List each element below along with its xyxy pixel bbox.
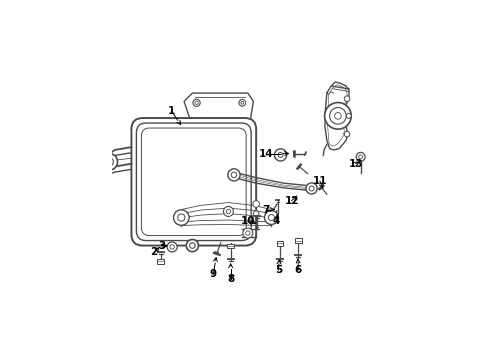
Text: 11: 11 bbox=[312, 176, 326, 186]
Circle shape bbox=[278, 152, 283, 157]
Circle shape bbox=[239, 99, 245, 106]
Circle shape bbox=[305, 183, 317, 194]
Circle shape bbox=[189, 243, 195, 248]
Bar bbox=[294, 238, 301, 243]
Circle shape bbox=[170, 245, 174, 249]
Text: 12: 12 bbox=[284, 195, 298, 206]
Circle shape bbox=[334, 112, 341, 119]
Circle shape bbox=[329, 108, 346, 124]
Circle shape bbox=[226, 209, 230, 214]
Circle shape bbox=[241, 102, 243, 104]
Text: 1: 1 bbox=[168, 106, 175, 116]
Bar bbox=[276, 241, 283, 246]
Text: 5: 5 bbox=[274, 265, 282, 275]
Circle shape bbox=[243, 228, 252, 238]
Text: 7: 7 bbox=[262, 204, 269, 215]
Circle shape bbox=[344, 131, 349, 137]
Circle shape bbox=[358, 155, 362, 159]
Text: 10: 10 bbox=[240, 216, 255, 226]
Circle shape bbox=[105, 158, 113, 166]
Bar bbox=[227, 244, 234, 248]
Text: 2: 2 bbox=[150, 247, 158, 257]
Text: 4: 4 bbox=[272, 216, 280, 226]
Circle shape bbox=[344, 96, 349, 102]
Circle shape bbox=[227, 169, 240, 181]
Circle shape bbox=[231, 172, 236, 177]
Text: 14: 14 bbox=[258, 149, 273, 158]
Circle shape bbox=[173, 210, 189, 225]
Circle shape bbox=[186, 239, 198, 252]
Circle shape bbox=[308, 186, 313, 191]
Circle shape bbox=[355, 152, 365, 161]
Text: 6: 6 bbox=[294, 265, 301, 275]
Circle shape bbox=[324, 103, 350, 129]
Circle shape bbox=[268, 215, 274, 221]
Text: 13: 13 bbox=[348, 159, 363, 169]
Circle shape bbox=[264, 211, 278, 225]
Circle shape bbox=[193, 99, 200, 107]
Bar bbox=[157, 259, 164, 264]
Circle shape bbox=[245, 231, 249, 235]
Text: 9: 9 bbox=[209, 269, 216, 279]
Circle shape bbox=[274, 149, 286, 161]
Circle shape bbox=[253, 211, 259, 216]
Circle shape bbox=[167, 242, 177, 252]
Circle shape bbox=[177, 214, 184, 221]
Circle shape bbox=[346, 113, 350, 118]
Circle shape bbox=[195, 101, 198, 104]
Text: 8: 8 bbox=[226, 274, 234, 284]
Circle shape bbox=[101, 153, 117, 170]
Circle shape bbox=[252, 201, 259, 207]
Text: 3: 3 bbox=[158, 240, 165, 251]
Circle shape bbox=[223, 207, 233, 216]
